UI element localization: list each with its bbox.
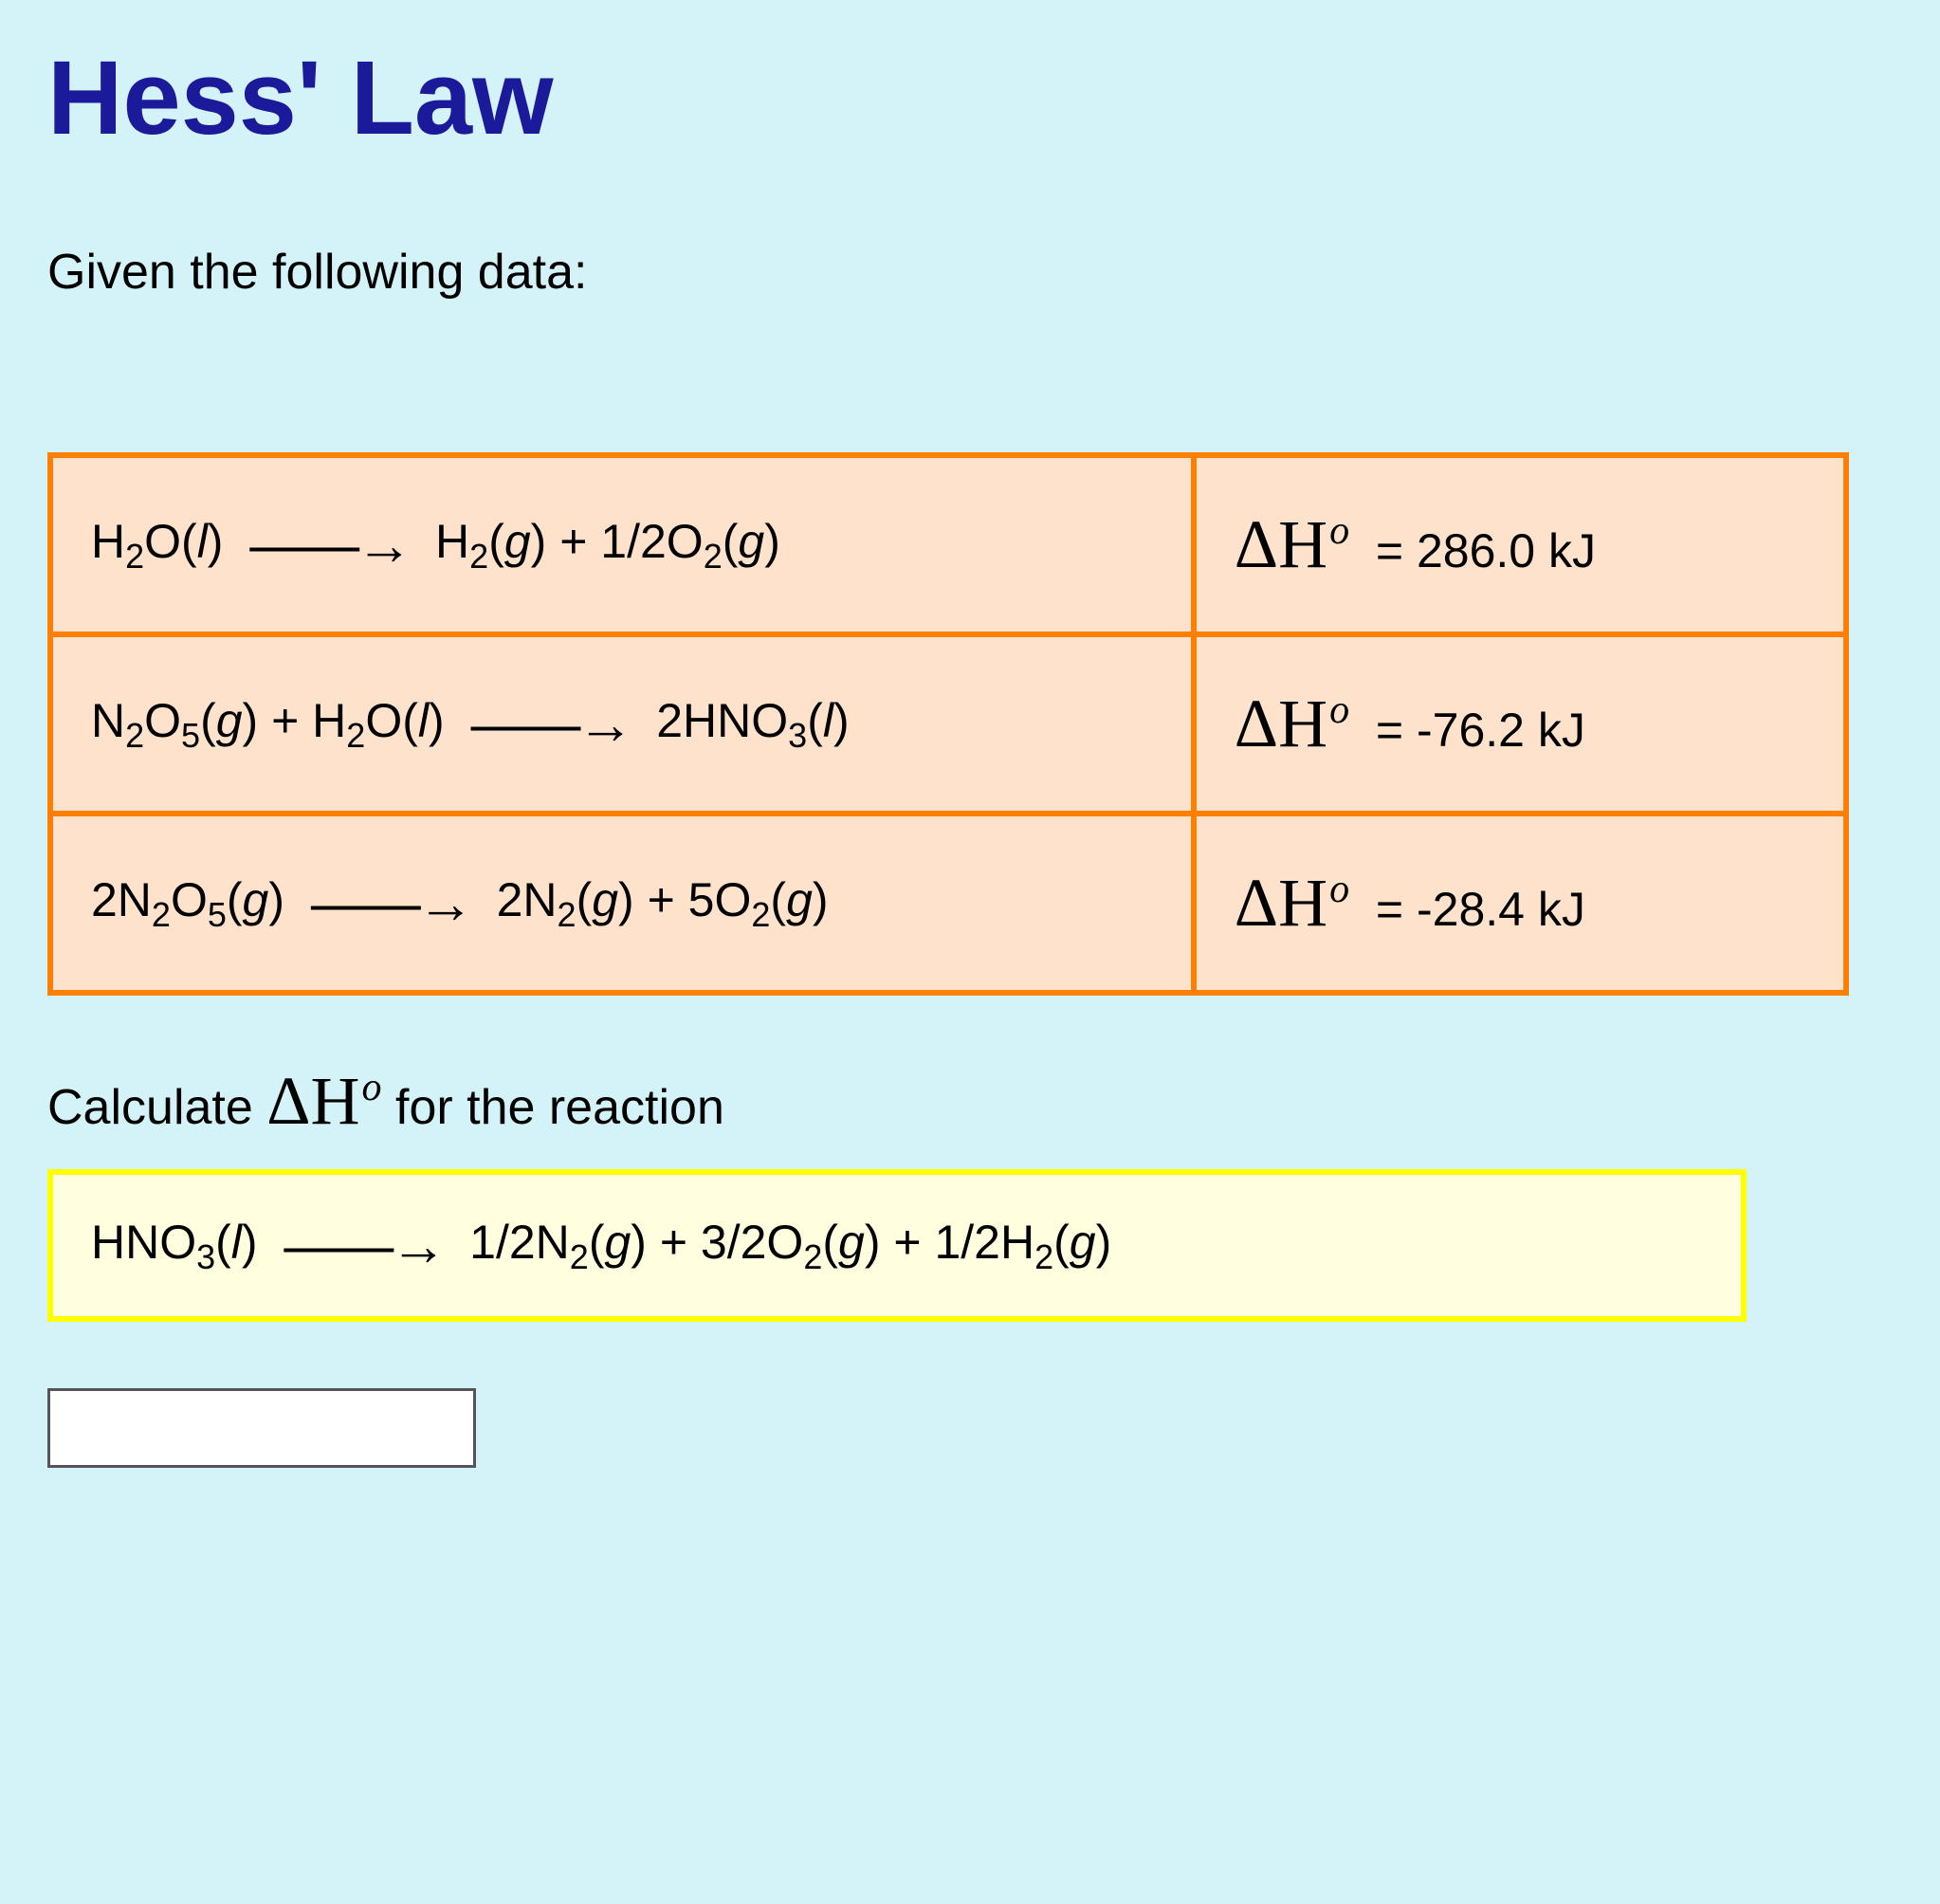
delta-h-cell: ΔHo = -28.4 kJ [1194,814,1846,993]
calc-suffix: for the reaction [395,1080,724,1135]
delta-h-value: = -76.2 kJ [1376,704,1585,757]
delta-h-cell: ΔHo = 286.0 kJ [1194,455,1846,634]
delta-h-symbol: ΔHo [1235,686,1349,761]
arrow-icon: ——→ [470,691,630,757]
table-row: 2N2O5(g) ——→ 2N2(g) + 5O2(g) ΔHo = -28.4… [50,814,1846,993]
calc-prefix: Calculate [47,1080,266,1135]
calculate-prompt: Calculate ΔHo for the reaction [47,1062,1893,1141]
delta-h-symbol: ΔHo [266,1063,381,1139]
delta-h-value: = 286.0 kJ [1376,524,1596,577]
reaction-cell: H2O(l) ——→ H2(g) + 1/2O2(g) [50,455,1194,634]
target-reaction-box: HNO3(l) ——→ 1/2N2(g) + 3/2O2(g) + 1/2H2(… [47,1169,1747,1322]
reactions-table: H2O(l) ——→ H2(g) + 1/2O2(g) ΔHo = 286.0 … [47,452,1849,996]
delta-h-value: = -28.4 kJ [1376,883,1585,936]
answer-input[interactable] [47,1388,476,1468]
intro-text: Given the following data: [47,244,1893,301]
reaction-cell: N2O5(g) + H2O(l) ——→ 2HNO3(l) [50,634,1194,814]
arrow-icon: ——→ [249,512,409,577]
delta-h-symbol: ΔHo [1235,506,1349,582]
page-title: Hess' Law [47,38,1893,158]
reaction-cell: 2N2O5(g) ——→ 2N2(g) + 5O2(g) [50,814,1194,993]
table-row: N2O5(g) + H2O(l) ——→ 2HNO3(l) ΔHo = -76.… [50,634,1846,814]
delta-h-cell: ΔHo = -76.2 kJ [1194,634,1846,814]
delta-h-symbol: ΔHo [1235,865,1349,941]
arrow-icon: ——→ [311,870,470,936]
table-row: H2O(l) ——→ H2(g) + 1/2O2(g) ΔHo = 286.0 … [50,455,1846,634]
arrow-icon: ——→ [284,1213,443,1278]
